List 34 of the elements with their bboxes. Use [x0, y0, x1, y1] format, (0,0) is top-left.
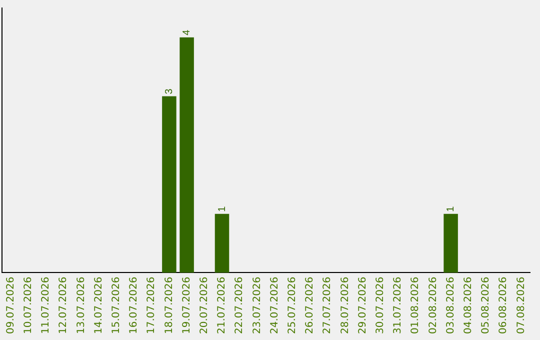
x-tick-label: 16.07.2026 [128, 276, 140, 334]
x-tick-label: 30.07.2026 [374, 276, 386, 334]
x-tick-label: 15.07.2026 [110, 276, 122, 334]
x-tick-label: 09.07.2026 [5, 276, 16, 334]
x-tick-label: 28.07.2026 [340, 276, 351, 334]
x-tick-label: 19.07.2026 [181, 276, 192, 334]
x-tick-label: 06.08.2026 [498, 276, 510, 334]
x-tick-label: 21.07.2026 [216, 276, 228, 334]
data-label: 1 [216, 206, 228, 212]
x-tick-label: 22.07.2026 [234, 276, 246, 334]
x-tick-label: 02.08.2026 [428, 276, 439, 334]
data-label: 3 [164, 88, 175, 94]
x-tick-label: 24.07.2026 [269, 276, 280, 334]
x-tick-label: 04.08.2026 [462, 276, 474, 334]
x-tick-label: 05.08.2026 [480, 276, 492, 334]
x-tick-label: 27.07.2026 [322, 276, 334, 334]
x-tick-label: 29.07.2026 [357, 276, 368, 334]
x-tick-label: 03.08.2026 [445, 276, 456, 334]
x-tick-label: 23.07.2026 [252, 276, 263, 334]
x-tick-label: 26.07.2026 [304, 276, 316, 334]
x-tick-label: 01.08.2026 [410, 276, 422, 334]
x-tick-label: 17.07.2026 [146, 276, 158, 334]
x-tick-label: 20.07.2026 [198, 276, 210, 334]
x-tick-label: 12.07.2026 [58, 276, 70, 334]
x-tick-label: 25.07.2026 [286, 276, 298, 334]
x-tick-label: 18.07.2026 [164, 276, 175, 334]
data-label: 4 [182, 29, 193, 36]
x-tick-label: 13.07.2026 [76, 276, 87, 334]
x-tick-label: 14.07.2026 [93, 276, 104, 334]
x-tick-label: 07.08.2026 [516, 276, 527, 334]
data-label: 1 [446, 206, 457, 212]
x-tick-label: 31.07.2026 [392, 276, 404, 334]
x-tick-label: 10.07.2026 [22, 276, 34, 334]
x-tick-label: 11.07.2026 [40, 276, 52, 334]
